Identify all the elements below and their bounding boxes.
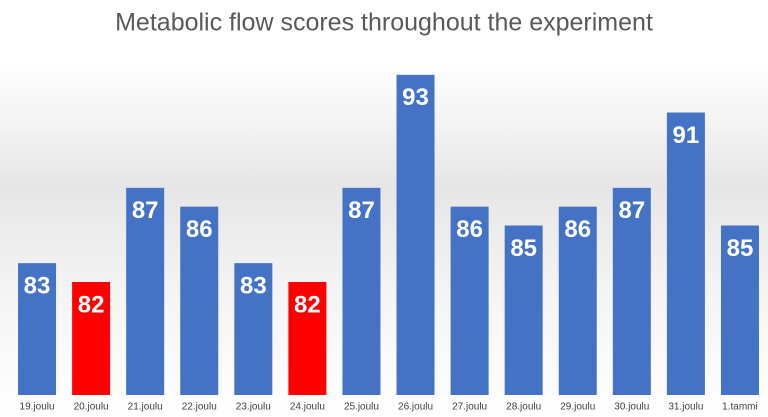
bar <box>180 206 219 395</box>
data-label: 87 <box>132 197 159 224</box>
bar <box>72 282 111 395</box>
x-tick-label: 23.joulu <box>236 402 271 413</box>
x-tick-label: 26.joulu <box>398 402 433 413</box>
data-label: 85 <box>510 235 537 262</box>
x-tick-label: 21.joulu <box>128 402 163 413</box>
x-tick-label: 20.joulu <box>74 402 109 413</box>
x-tick-label: 29.joulu <box>560 402 595 413</box>
data-label: 93 <box>402 84 429 111</box>
bar <box>450 206 489 395</box>
bar <box>720 225 759 395</box>
x-tick-label: 1.tammi <box>722 402 758 413</box>
bar <box>18 263 57 395</box>
data-label: 91 <box>673 122 700 149</box>
bar <box>558 206 597 395</box>
data-label: 86 <box>186 216 213 243</box>
chart-title: Metabolic flow scores throughout the exp… <box>115 9 653 37</box>
bar <box>396 74 435 395</box>
bar <box>504 225 543 395</box>
x-tick-label: 30.joulu <box>614 402 649 413</box>
x-tick-label: 19.joulu <box>20 402 55 413</box>
data-label: 83 <box>240 273 267 300</box>
bar <box>666 112 705 395</box>
bar <box>234 263 273 395</box>
x-tick-label: 24.joulu <box>290 402 325 413</box>
bar <box>342 187 381 395</box>
x-tick-label: 22.joulu <box>182 402 217 413</box>
data-label: 85 <box>727 235 754 262</box>
data-label: 82 <box>78 291 105 318</box>
x-tick-label: 28.joulu <box>506 402 541 413</box>
data-label: 86 <box>456 216 483 243</box>
bar <box>612 187 651 395</box>
data-label: 87 <box>348 197 375 224</box>
x-tick-label: 27.joulu <box>452 402 487 413</box>
x-tick-label: 31.joulu <box>668 402 703 413</box>
data-label: 82 <box>294 291 321 318</box>
data-label: 87 <box>618 197 645 224</box>
data-label: 83 <box>24 273 51 300</box>
x-tick-label: 25.joulu <box>344 402 379 413</box>
bar <box>126 187 165 395</box>
bar <box>288 282 327 395</box>
data-label: 86 <box>564 216 591 243</box>
